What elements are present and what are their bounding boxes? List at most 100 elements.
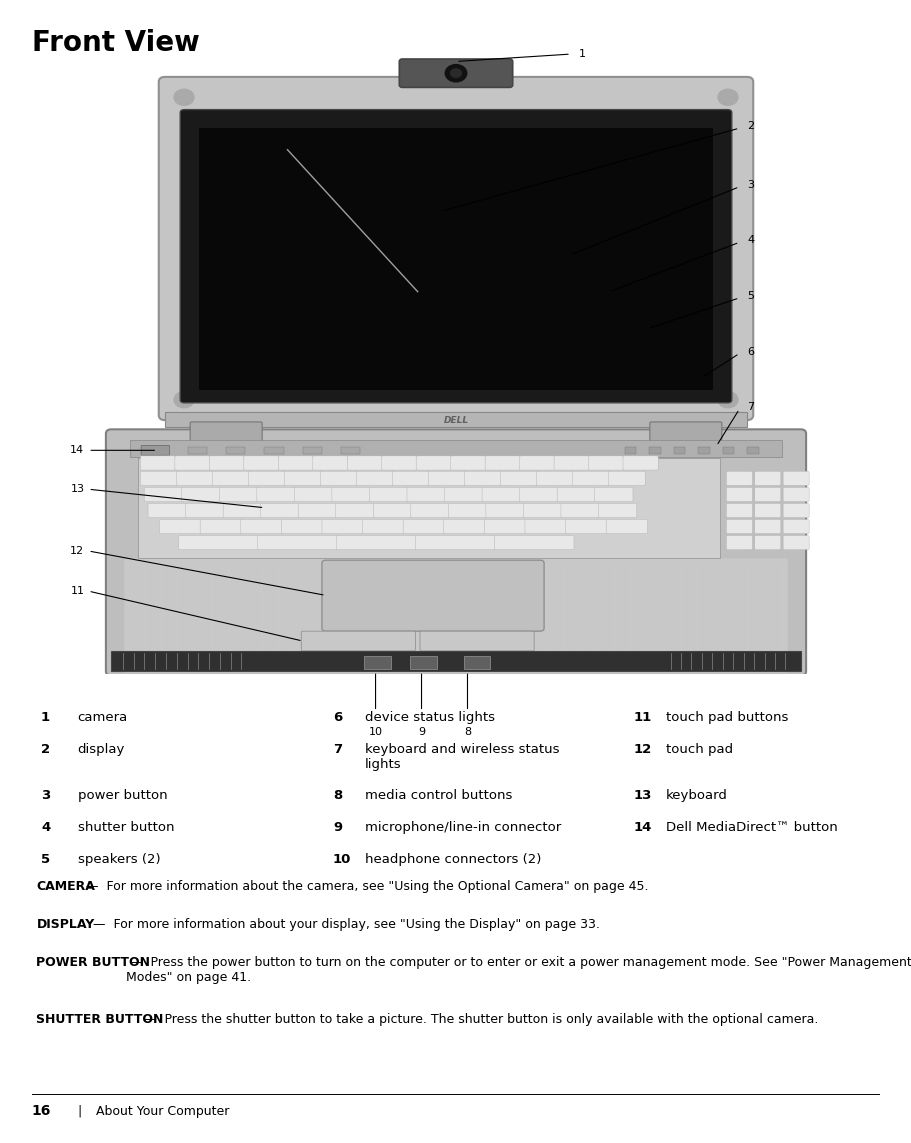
FancyBboxPatch shape xyxy=(754,519,780,534)
FancyBboxPatch shape xyxy=(608,471,644,486)
FancyBboxPatch shape xyxy=(594,487,632,502)
Text: shutter button: shutter button xyxy=(77,821,174,833)
FancyBboxPatch shape xyxy=(185,503,223,518)
Text: keyboard: keyboard xyxy=(665,789,727,801)
FancyBboxPatch shape xyxy=(464,471,501,486)
FancyBboxPatch shape xyxy=(554,456,589,470)
FancyBboxPatch shape xyxy=(180,110,731,402)
Text: Dell MediaDirect™ button: Dell MediaDirect™ button xyxy=(665,821,836,833)
FancyBboxPatch shape xyxy=(298,503,336,518)
FancyBboxPatch shape xyxy=(557,487,595,502)
Text: DELL: DELL xyxy=(443,416,468,424)
FancyBboxPatch shape xyxy=(754,487,780,502)
Text: —  For more information about your display, see "Using the Display" on page 33.: — For more information about your displa… xyxy=(89,918,599,930)
FancyBboxPatch shape xyxy=(363,519,404,534)
Text: camera: camera xyxy=(77,711,128,724)
FancyBboxPatch shape xyxy=(519,456,554,470)
FancyBboxPatch shape xyxy=(726,487,752,502)
Text: 16: 16 xyxy=(32,1104,51,1118)
Bar xyxy=(302,447,322,454)
Text: —  For more information about the camera, see "Using the Optional Camera" on pag: — For more information about the camera,… xyxy=(82,880,648,893)
Text: 2: 2 xyxy=(746,121,753,131)
Bar xyxy=(226,447,245,454)
Text: touch pad: touch pad xyxy=(665,743,732,756)
Text: 6: 6 xyxy=(333,711,342,724)
FancyBboxPatch shape xyxy=(284,471,321,486)
FancyBboxPatch shape xyxy=(450,456,486,470)
Text: 1: 1 xyxy=(578,49,585,59)
Text: speakers (2): speakers (2) xyxy=(77,853,160,865)
Text: POWER BUTTON: POWER BUTTON xyxy=(36,956,150,968)
FancyBboxPatch shape xyxy=(403,519,444,534)
Bar xyxy=(165,411,746,427)
Text: 9: 9 xyxy=(333,821,342,833)
Bar xyxy=(410,656,436,670)
Circle shape xyxy=(717,89,737,105)
Bar xyxy=(746,447,758,454)
FancyBboxPatch shape xyxy=(159,519,200,534)
FancyBboxPatch shape xyxy=(322,519,363,534)
FancyBboxPatch shape xyxy=(369,487,407,502)
Text: CAMERA: CAMERA xyxy=(36,880,96,893)
FancyBboxPatch shape xyxy=(241,519,281,534)
Text: —  Press the power button to turn on the computer or to enter or exit a power ma: — Press the power button to turn on the … xyxy=(126,956,911,983)
Text: 7: 7 xyxy=(746,402,753,413)
FancyBboxPatch shape xyxy=(500,471,537,486)
FancyBboxPatch shape xyxy=(606,519,647,534)
Text: —  Press the shutter button to take a picture. The shutter button is only availa: — Press the shutter button to take a pic… xyxy=(140,1013,818,1025)
FancyBboxPatch shape xyxy=(420,631,534,650)
FancyBboxPatch shape xyxy=(754,535,780,550)
FancyBboxPatch shape xyxy=(356,471,393,486)
Text: 5: 5 xyxy=(746,291,753,301)
FancyBboxPatch shape xyxy=(565,519,606,534)
Bar xyxy=(673,447,684,454)
FancyBboxPatch shape xyxy=(406,487,445,502)
Bar xyxy=(463,656,490,670)
FancyBboxPatch shape xyxy=(257,487,295,502)
FancyBboxPatch shape xyxy=(560,503,599,518)
FancyBboxPatch shape xyxy=(140,456,176,470)
Bar xyxy=(624,447,635,454)
FancyBboxPatch shape xyxy=(598,503,636,518)
FancyBboxPatch shape xyxy=(622,456,658,470)
FancyBboxPatch shape xyxy=(210,456,244,470)
Bar xyxy=(363,656,391,670)
Bar xyxy=(138,458,720,558)
Circle shape xyxy=(174,89,194,105)
Bar xyxy=(188,447,207,454)
FancyBboxPatch shape xyxy=(212,471,249,486)
Bar xyxy=(341,447,360,454)
Bar xyxy=(111,650,800,671)
FancyBboxPatch shape xyxy=(176,471,213,486)
FancyBboxPatch shape xyxy=(783,487,808,502)
FancyBboxPatch shape xyxy=(175,456,210,470)
Text: 12: 12 xyxy=(633,743,651,756)
Text: 3: 3 xyxy=(41,789,50,801)
Text: display: display xyxy=(77,743,125,756)
FancyBboxPatch shape xyxy=(301,631,415,650)
FancyBboxPatch shape xyxy=(484,519,525,534)
FancyBboxPatch shape xyxy=(399,59,512,87)
Circle shape xyxy=(717,392,737,408)
FancyBboxPatch shape xyxy=(179,535,258,550)
FancyBboxPatch shape xyxy=(410,503,448,518)
Text: device status lights: device status lights xyxy=(364,711,495,724)
FancyBboxPatch shape xyxy=(726,535,752,550)
Text: 9: 9 xyxy=(417,727,425,737)
FancyBboxPatch shape xyxy=(485,456,520,470)
FancyBboxPatch shape xyxy=(332,487,370,502)
FancyBboxPatch shape xyxy=(373,503,411,518)
FancyBboxPatch shape xyxy=(382,456,416,470)
Text: 13: 13 xyxy=(633,789,651,801)
Bar xyxy=(697,447,709,454)
Circle shape xyxy=(445,64,466,82)
Text: Front View: Front View xyxy=(32,29,200,56)
FancyBboxPatch shape xyxy=(519,487,558,502)
Text: SHUTTER BUTTON: SHUTTER BUTTON xyxy=(36,1013,164,1025)
Text: 10: 10 xyxy=(368,727,382,737)
FancyBboxPatch shape xyxy=(444,487,482,502)
Circle shape xyxy=(450,69,461,78)
FancyBboxPatch shape xyxy=(144,487,182,502)
Text: 5: 5 xyxy=(41,853,50,865)
Text: 7: 7 xyxy=(333,743,342,756)
